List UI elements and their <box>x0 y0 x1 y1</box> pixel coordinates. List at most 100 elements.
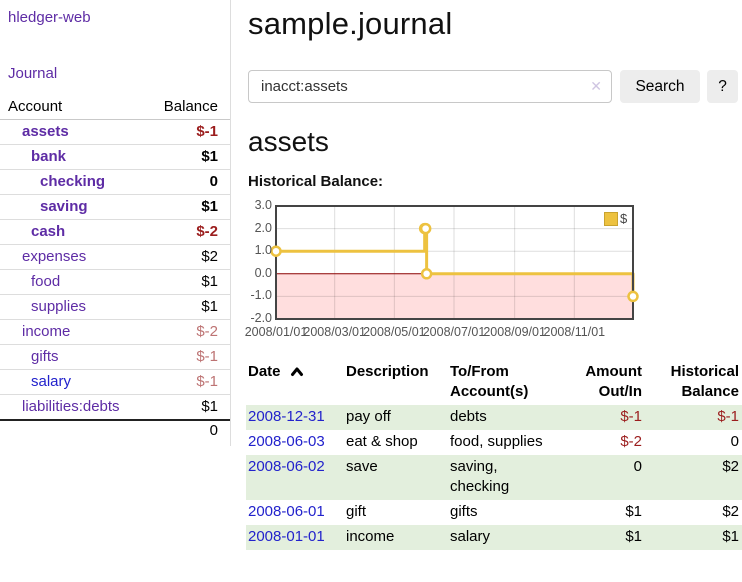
description-header-label: Description <box>346 363 429 380</box>
chart-y-tick-label: -1.0 <box>250 288 272 303</box>
account-balance: $2 <box>201 248 218 265</box>
account-column-header: Account <box>8 98 63 115</box>
transaction-amount: 0 <box>633 458 642 475</box>
account-balance: $-1 <box>196 348 218 365</box>
search-form: ✕ Search ? <box>248 70 742 103</box>
chart-x-tick-label: 2008/11/01 <box>543 325 606 339</box>
register-header-description: Description <box>344 362 448 405</box>
account-row: supplies $1 <box>0 295 231 320</box>
sidebar-item-journal[interactable]: Journal <box>8 65 58 82</box>
register-header-accounts: To/From Account(s) <box>448 362 560 405</box>
transaction-balance: $1 <box>722 528 739 545</box>
legend-swatch <box>604 211 618 226</box>
amount-header-line1: Amount <box>585 363 642 380</box>
help-button[interactable]: ? <box>707 70 738 103</box>
account-balance: $1 <box>201 398 218 415</box>
chart-data-point[interactable] <box>270 245 282 257</box>
chart-title: Historical Balance: <box>248 173 384 190</box>
chart-data-point[interactable] <box>627 290 639 303</box>
register-header-date: Date <box>246 362 344 405</box>
account-balance: $-1 <box>196 123 218 140</box>
account-balance: $1 <box>201 273 218 290</box>
total-balance: 0 <box>209 422 218 439</box>
account-row: gifts $-1 <box>0 345 231 370</box>
account-row: saving $1 <box>0 195 231 220</box>
account-row: salary $-1 <box>0 370 231 395</box>
transaction-accounts: saving, checking <box>450 458 510 495</box>
historical-balance-chart: 3.0 2.0 1.0 0.0 -1.0 -2.0 2008/01/01 2008/03/01… <box>244 198 668 349</box>
account-row: liabilities:debts $1 <box>0 395 231 419</box>
account-row: food $1 <box>0 270 231 295</box>
transaction-balance: $-1 <box>717 408 739 425</box>
sidebar-account-link-liabilities-debts[interactable]: liabilities:debts <box>22 398 120 415</box>
register-row: 2008-06-01 gift gifts $1 $2 <box>246 500 742 525</box>
account-row: expenses $2 <box>0 245 231 270</box>
chart-y-tick-label: 2.0 <box>254 220 272 235</box>
sidebar-divider <box>230 0 231 446</box>
chart-data-point[interactable] <box>420 268 433 280</box>
chart-x-tick-label: 2008/07/01 <box>422 325 486 339</box>
sidebar-account-link-supplies[interactable]: supplies <box>31 298 87 315</box>
account-row: checking 0 <box>0 170 231 195</box>
transaction-date-link[interactable]: 2008-12-31 <box>248 408 325 425</box>
account-balance: $-2 <box>196 323 218 340</box>
register-row: 2008-01-01 income salary $1 $1 <box>246 525 742 550</box>
sidebar-account-link-checking[interactable]: checking <box>40 173 106 190</box>
transaction-date-link[interactable]: 2008-01-01 <box>248 528 325 545</box>
sort-ascending-icon <box>290 367 303 376</box>
register-row: 2008-06-03 eat & shop food, supplies $-2 0 <box>246 430 742 455</box>
account-heading: assets <box>248 126 329 157</box>
account-balance: $-1 <box>196 373 218 390</box>
app-title-link[interactable]: hledger-web <box>8 9 91 26</box>
search-box: ✕ <box>248 70 612 103</box>
chart-x-tick-label: 2008/01/01 <box>244 325 308 339</box>
sidebar-account-link-bank[interactable]: bank <box>31 148 67 165</box>
sidebar-account-link-saving[interactable]: saving <box>40 198 88 215</box>
account-balance: $1 <box>201 298 218 315</box>
transaction-amount: $1 <box>625 503 642 520</box>
sidebar-account-link-assets[interactable]: assets <box>22 123 69 140</box>
transaction-description: eat & shop <box>346 433 418 450</box>
register-header-balance: Historical Balance <box>645 362 742 405</box>
register-row: 2008-06-02 save saving, checking 0 $2 <box>246 455 742 500</box>
chart-legend: $ <box>604 211 627 226</box>
sidebar-account-link-salary[interactable]: salary <box>31 373 72 390</box>
transaction-date-link[interactable]: 2008-06-01 <box>248 503 325 520</box>
account-balance-table: Account Balance assets $-1 bank $1 checking 0… <box>0 95 231 441</box>
chart-data-point[interactable] <box>419 222 432 235</box>
account-row: income $-2 <box>0 320 231 345</box>
chart-y-tick-label: 0.0 <box>254 265 272 280</box>
date-header-label: Date <box>248 363 281 380</box>
balance-column-header: Balance <box>163 98 218 115</box>
sidebar-account-link-food[interactable]: food <box>31 273 61 290</box>
transaction-accounts: salary <box>450 528 491 545</box>
sidebar-account-link-gifts[interactable]: gifts <box>31 348 59 365</box>
account-balance: $1 <box>201 198 218 215</box>
register-header-row: Date Description To/From Account(s) Amou… <box>246 362 742 405</box>
transaction-date-link[interactable]: 2008-06-02 <box>248 458 325 475</box>
accounts-header-line2: Account(s) <box>450 383 529 400</box>
sidebar: hledger-web Journal Account Balance asse… <box>0 0 231 441</box>
search-button[interactable]: Search <box>620 70 700 103</box>
transaction-date-link[interactable]: 2008-06-03 <box>248 433 325 450</box>
transaction-amount: $-2 <box>620 433 642 450</box>
chart-x-tick-label: 2008/05/01 <box>363 325 426 339</box>
chart-y-tick-label: 1.0 <box>254 243 272 258</box>
search-input[interactable] <box>248 70 612 103</box>
chart-y-tick-label: -2.0 <box>250 311 272 325</box>
transaction-balance: $2 <box>722 503 739 520</box>
clear-search-icon[interactable]: ✕ <box>590 78 602 94</box>
legend-label: $ <box>620 211 628 226</box>
sidebar-account-link-cash[interactable]: cash <box>31 223 66 240</box>
transaction-description: income <box>346 528 395 545</box>
account-balance: $-2 <box>196 223 218 240</box>
transaction-accounts: debts <box>450 408 487 425</box>
sidebar-account-link-expenses[interactable]: expenses <box>22 248 87 265</box>
sidebar-account-link-income[interactable]: income <box>22 323 71 340</box>
transaction-accounts: food, supplies <box>450 433 543 450</box>
accounts-header-line1: To/From <box>450 363 509 380</box>
chart-x-tick-label: 2008/09/01 <box>483 325 546 339</box>
balance-header-line1: Historical <box>670 363 739 380</box>
transaction-balance: 0 <box>730 433 739 450</box>
